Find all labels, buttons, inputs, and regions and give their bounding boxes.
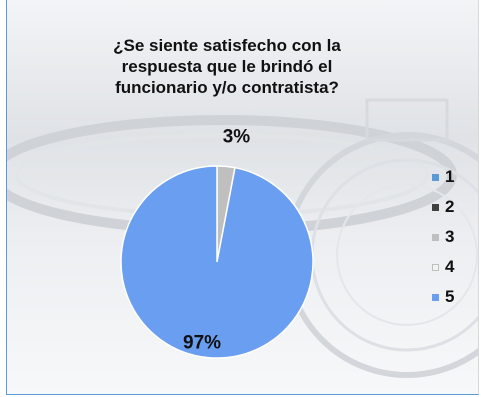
legend-swatch-3 [432,233,439,241]
legend-swatch-4 [432,263,439,271]
chart-frame: ¿Se siente satisfecho con la respuesta q… [6,0,479,395]
legend-swatch-1 [432,173,439,181]
legend-swatch-5 [432,293,439,301]
legend-item-2: 2 [432,192,454,222]
legend-swatch-2 [432,203,439,211]
data-label-5: 97% [183,333,221,354]
pie-slice-5 [120,165,314,359]
pie-chart: 3% 97% [120,127,314,359]
legend-label-5: 5 [445,287,455,306]
legend-item-3: 3 [432,222,454,252]
legend-label-4: 4 [445,257,455,276]
legend-item-1: 1 [432,162,454,192]
legend-label-3: 3 [445,227,455,246]
legend-item-5: 5 [432,282,454,312]
chart-title: ¿Se siente satisfecho con la respuesta q… [113,36,341,97]
legend-label-2: 2 [445,197,455,216]
chart-legend: 1 2 3 4 5 [432,162,454,312]
data-label-3: 3% [223,127,251,148]
legend-label-1: 1 [445,167,455,186]
legend-item-4: 4 [432,252,454,282]
